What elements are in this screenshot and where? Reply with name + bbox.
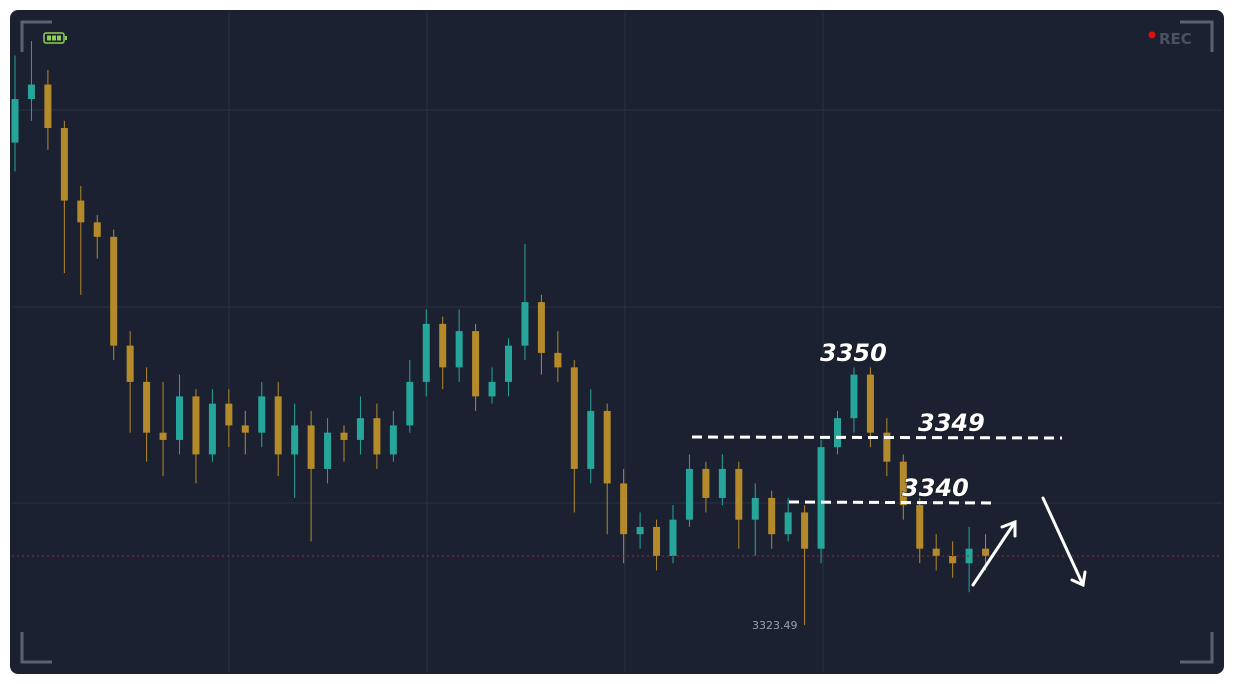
candle-body [636, 526, 644, 535]
candle-body [274, 396, 282, 455]
battery-cell [57, 35, 61, 41]
candle-body [159, 432, 167, 440]
candle-body [422, 323, 430, 382]
candle-body [735, 468, 743, 520]
candle-body [241, 425, 249, 433]
candle-body [176, 396, 183, 440]
candle-body [587, 410, 595, 469]
candle-body [982, 548, 990, 556]
candle-body [866, 374, 874, 433]
candle-body [899, 461, 907, 506]
arrow-down [1041, 496, 1087, 588]
candle-body [126, 345, 134, 382]
candle-body [455, 331, 463, 368]
candle-body [916, 505, 924, 549]
candle-body [27, 84, 35, 100]
candle-body [521, 302, 529, 346]
corner [1180, 632, 1214, 664]
candle-body [718, 468, 726, 498]
candle-body [537, 302, 545, 353]
battery-tip [65, 36, 67, 40]
low-label: 3323.49 [752, 619, 798, 632]
candle-body [834, 418, 841, 448]
rec-dot [1148, 31, 1156, 39]
candle-body [751, 497, 759, 520]
candle-body [340, 432, 348, 440]
candle-body [93, 222, 101, 237]
candle-body [60, 128, 68, 201]
level-line [691, 435, 1063, 440]
candle-body [554, 352, 562, 368]
level-line [788, 500, 996, 505]
battery-cell [52, 35, 56, 41]
candle-body [258, 396, 266, 433]
candle-body [488, 381, 496, 397]
candle-body [669, 519, 677, 556]
level-lines [691, 435, 1063, 505]
candle-body [932, 548, 940, 556]
candle-body [406, 381, 414, 426]
plot [11, 41, 1222, 625]
candle-body [883, 432, 891, 462]
corner [20, 632, 52, 664]
battery-icon [43, 32, 67, 44]
candle-body [225, 403, 233, 426]
candle-body [77, 200, 85, 223]
candle-body [44, 84, 52, 129]
candle-body [11, 99, 19, 143]
candle-body [192, 396, 200, 455]
candle-body [208, 403, 216, 455]
candle-body [324, 432, 332, 469]
candle-body [603, 410, 611, 484]
battery-cell [47, 35, 51, 41]
annotation: 3350 [820, 339, 887, 367]
candle-body [356, 418, 364, 440]
arrow-up [971, 519, 1017, 587]
candle-body [653, 526, 661, 556]
candle-body [784, 512, 792, 535]
annotation: 3340 [902, 474, 969, 502]
candle-body [702, 468, 710, 498]
candle-body [965, 548, 973, 564]
annotation: 3349 [918, 409, 985, 437]
candle-body [949, 555, 957, 564]
candle-body [817, 447, 825, 549]
candle-body [685, 468, 693, 520]
candle-body [570, 367, 578, 469]
candle-body [373, 418, 381, 455]
candle-body [768, 497, 776, 535]
candle-body [110, 236, 118, 346]
corner [1180, 20, 1214, 52]
candle-body [620, 483, 628, 535]
candle-body [505, 345, 512, 382]
candle-body [801, 512, 809, 549]
candle-body [143, 381, 151, 433]
corner [20, 20, 52, 52]
candle-body [389, 425, 397, 455]
candle-body [291, 425, 299, 455]
arrows [971, 496, 1087, 588]
candle-body [439, 323, 447, 368]
rec-label: REC [1159, 30, 1192, 48]
battery-body [43, 32, 65, 44]
candle-body [307, 425, 315, 469]
corner-brackets [20, 20, 1214, 664]
candle-body [472, 331, 480, 397]
candle-body [850, 374, 858, 419]
